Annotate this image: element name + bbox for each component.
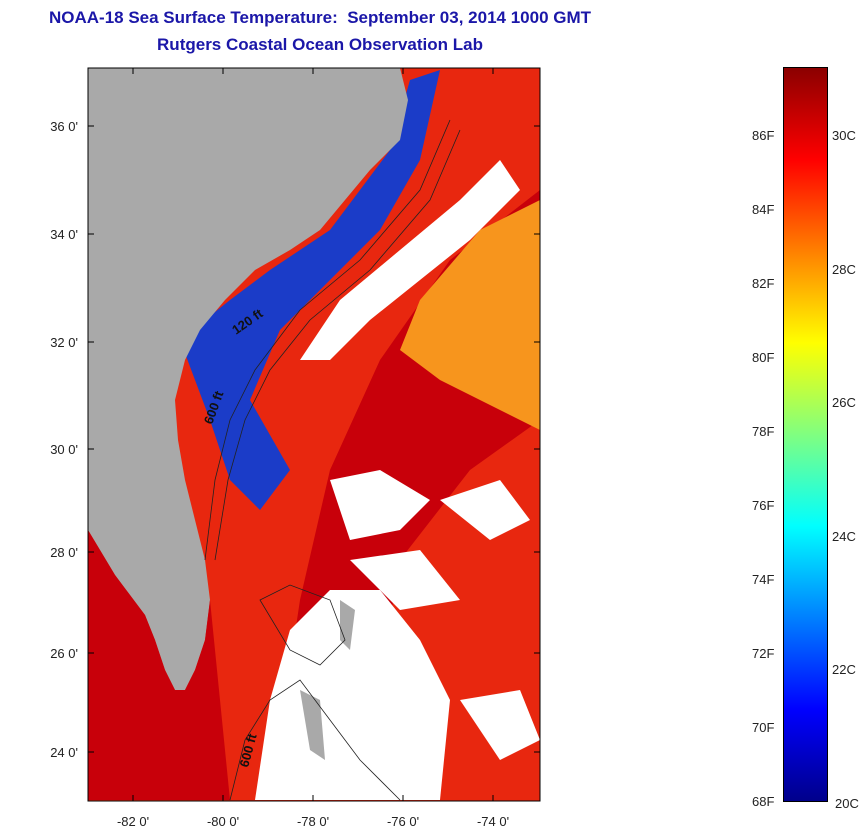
lon-tick-label: -80 0'	[207, 814, 239, 829]
coastal-cool-water	[180, 70, 440, 510]
colorbar-label-f: 82F	[752, 276, 775, 291]
colorbar-label-f: 86F	[752, 128, 775, 143]
offshore-water	[400, 200, 540, 430]
lat-tick-label: 34 0'	[50, 227, 78, 242]
colorbar-label-c: 24C	[832, 529, 856, 544]
lat-tick-label: 30 0'	[50, 442, 78, 457]
lat-tick-label: 26 0'	[50, 646, 78, 661]
lat-tick-label: 24 0'	[50, 745, 78, 760]
lon-tick-label: -74 0'	[477, 814, 509, 829]
cloud-cover	[255, 160, 540, 800]
colorbar-label-f: 84F	[752, 202, 775, 217]
colorbar-label-f: 76F	[752, 498, 775, 513]
land-mass	[88, 68, 408, 690]
map-frame	[87, 67, 541, 802]
lon-tick-label: -76 0'	[387, 814, 419, 829]
bahamas-land	[300, 690, 325, 760]
lon-tick-label: -78 0'	[297, 814, 329, 829]
lat-tick-label: 32 0'	[50, 335, 78, 350]
colorbar-label-c: 22C	[832, 662, 856, 677]
map-title: NOAA-18 Sea Surface Temperature: Septemb…	[48, 8, 592, 27]
colorbar-label-f: 74F	[752, 572, 775, 587]
colorbar-label-f: 68F	[752, 794, 775, 809]
colorbar-label-c: 28C	[832, 262, 856, 277]
longitude-axis: -82 0' -80 0' -78 0' -76 0' -74 0'	[117, 68, 509, 829]
colorbar-label-f: 80F	[752, 350, 775, 365]
colorbar-label-f: 70F	[752, 720, 775, 735]
colorbar-label-f: 72F	[752, 646, 775, 661]
isobath-contours	[204, 119, 461, 801]
colorbar-label-c: 20C	[835, 796, 859, 811]
gulf-water	[88, 530, 230, 800]
latitude-axis: 36 0' 34 0' 32 0' 30 0' 28 0' 26 0' 24 0…	[50, 119, 540, 760]
colorbar-label-c: 30C	[832, 128, 856, 143]
map-subtitle: Rutgers Coastal Ocean Observation Lab	[157, 35, 483, 54]
lat-tick-label: 36 0'	[50, 119, 78, 134]
lat-tick-label: 28 0'	[50, 545, 78, 560]
lon-tick-label: -82 0'	[117, 814, 149, 829]
temperature-colorbar	[783, 67, 828, 802]
colorbar-label-f: 78F	[752, 424, 775, 439]
colorbar-label-c: 26C	[832, 395, 856, 410]
